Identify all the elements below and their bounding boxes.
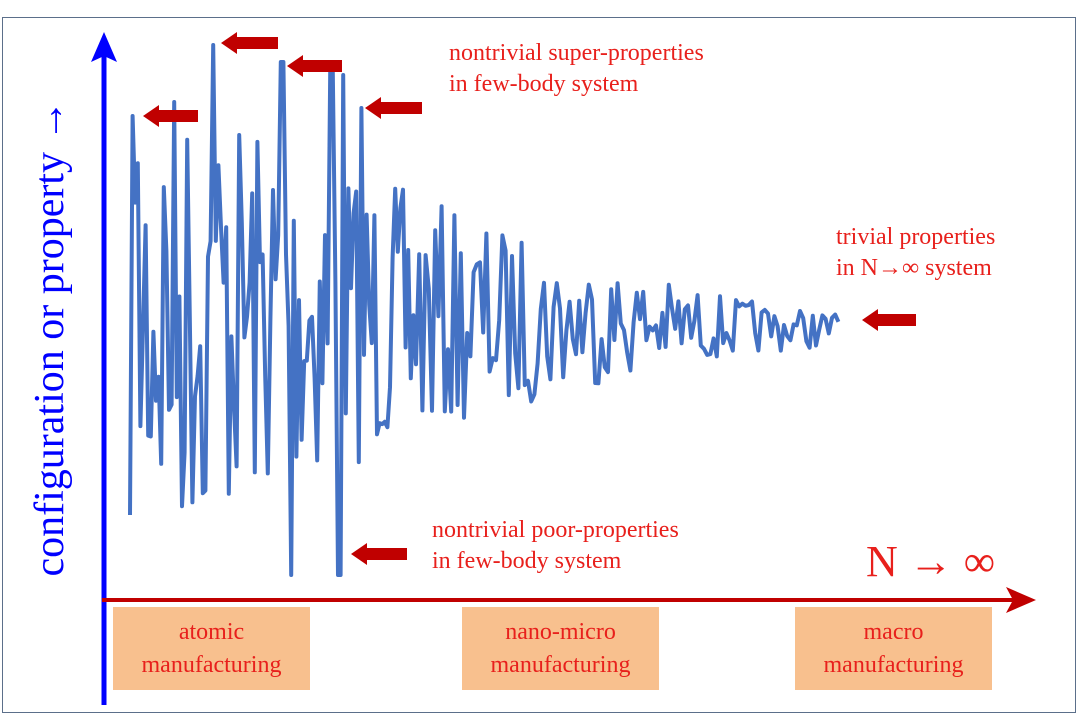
category-macro: macro manufacturing	[795, 607, 992, 690]
annotation-trivial-properties: trivial properties in N→∞ system	[836, 222, 995, 284]
annotation-line: nontrivial poor-properties	[432, 517, 679, 543]
y-axis-label: configuration or property →	[27, 99, 73, 577]
x-axis-label: N → ∞	[866, 537, 996, 586]
annotation-super-properties: nontrivial super-properties in few-body …	[449, 38, 704, 100]
x-axis-arrowhead	[1006, 587, 1036, 613]
diagram-frame	[2, 17, 1076, 713]
annotation-line: in few-body system	[449, 71, 639, 97]
left-arrow-icon	[365, 97, 422, 119]
signal-line	[128, 43, 841, 577]
annotation-poor-properties: nontrivial poor-properties in few-body s…	[432, 515, 679, 577]
category-label: nano-micro	[505, 618, 616, 645]
annotation-line: in N→∞ system	[836, 255, 992, 281]
annotation-line: nontrivial super-properties	[449, 40, 704, 66]
left-arrow-icon	[287, 55, 342, 77]
category-label: atomic	[178, 618, 245, 645]
left-arrow-icon	[862, 309, 916, 331]
category-label: macro	[863, 618, 924, 645]
y-axis-arrowhead	[91, 32, 117, 62]
category-label: manufacturing	[141, 651, 282, 678]
annotation-line: in few-body system	[432, 548, 622, 574]
category-atomic: atomic manufacturing	[113, 607, 310, 690]
category-label: manufacturing	[823, 651, 964, 678]
annotation-line: trivial properties	[836, 224, 996, 250]
left-arrow-icon	[221, 32, 278, 54]
category-label: manufacturing	[490, 651, 631, 678]
category-nano-micro: nano-micro manufacturing	[462, 607, 659, 690]
left-arrow-icon	[351, 543, 407, 565]
left-arrow-icon	[143, 105, 198, 127]
